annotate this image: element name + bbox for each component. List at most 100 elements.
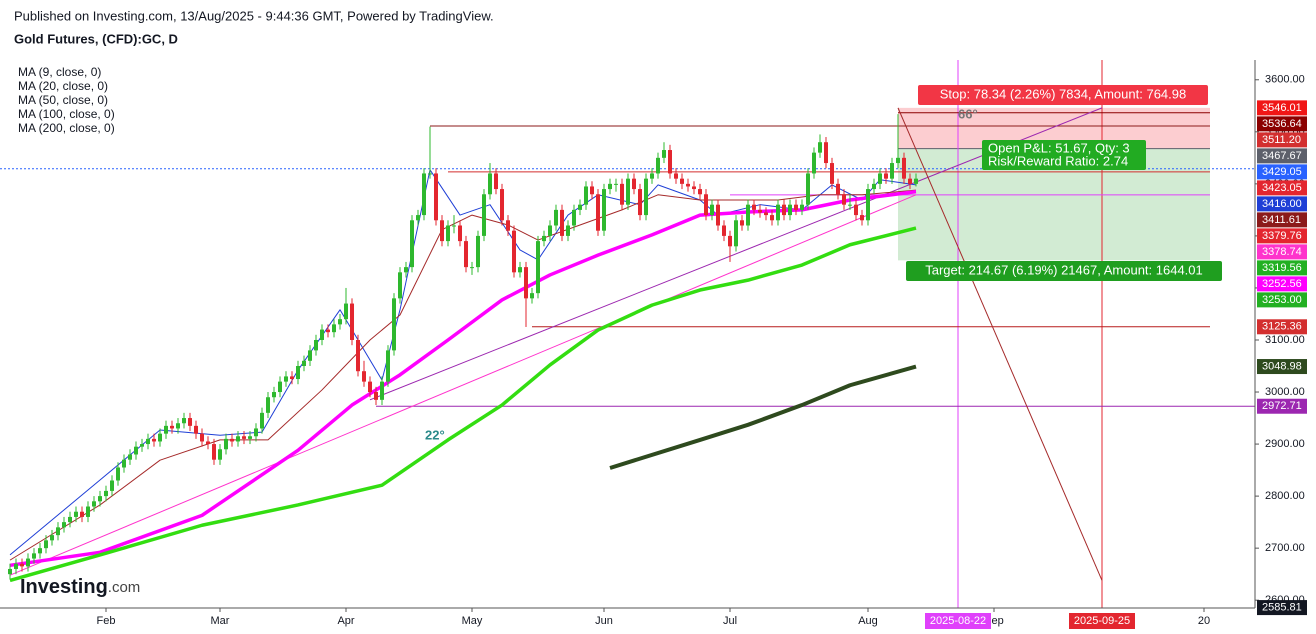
candle-body [326, 329, 331, 333]
candle-body [368, 381, 373, 393]
candle-body [338, 319, 343, 325]
price-tag: 3252.56 [1262, 278, 1302, 290]
candle-body [284, 376, 289, 382]
candle-body [626, 178, 631, 205]
x-tick-label: Jul [723, 615, 737, 627]
candle-body [518, 267, 523, 273]
candle-body [362, 371, 367, 382]
candle-body [176, 423, 181, 429]
logo-brand: Investing [20, 576, 108, 598]
candle-body [674, 173, 679, 179]
candle-body [800, 204, 805, 210]
candle-body [608, 183, 613, 190]
candle-body [302, 360, 307, 367]
candle-body [440, 220, 445, 242]
candle-body [752, 204, 757, 210]
candle-body [740, 220, 745, 226]
candle-body [788, 204, 793, 216]
price-tag-bg [1257, 244, 1307, 260]
position-label: Stop: 78.34 (2.26%) 7834, Amount: 764.98 [940, 86, 1186, 101]
logo-suffix: .com [108, 579, 141, 596]
x-tick-label: 20 [1198, 615, 1210, 627]
candle-body [842, 194, 847, 205]
candle-body [698, 189, 703, 195]
price-tag: 3379.76 [1262, 230, 1302, 242]
position-label: Target: 214.67 (6.19%) 21467, Amount: 16… [925, 262, 1203, 277]
candle-body [590, 186, 595, 195]
angle-label: 66° [958, 106, 978, 121]
candle-body [872, 183, 877, 190]
candle-body [908, 178, 913, 184]
x-tick-label: Feb [97, 615, 116, 627]
candle-body [98, 496, 103, 502]
price-tag: 3429.05 [1262, 166, 1302, 178]
price-tag: 3416.00 [1262, 198, 1302, 210]
candle-body [566, 225, 571, 236]
y-tick-label: 2800.00 [1265, 490, 1305, 502]
candle-body [482, 194, 487, 236]
candle-body [398, 272, 403, 299]
candle-body [116, 467, 121, 481]
candle-body [650, 173, 655, 179]
candle-body [902, 157, 907, 179]
candle-body [500, 189, 505, 221]
time-marker-label: 2025-08-22 [930, 615, 986, 627]
candle-body [290, 376, 295, 380]
candle-body [320, 329, 325, 340]
candle-body [716, 204, 721, 226]
price-tag: 2972.71 [1262, 400, 1302, 412]
x-tick-label: Mar [211, 615, 230, 627]
candle-body [614, 183, 619, 185]
candle-body [890, 163, 895, 179]
candle-body [536, 241, 541, 294]
candle-body [230, 438, 235, 442]
y-tick-label: 3600.00 [1265, 74, 1305, 86]
candle-body [380, 381, 385, 400]
candle-body [446, 225, 451, 242]
candle-body [452, 225, 457, 227]
price-tag: 3378.74 [1262, 246, 1302, 258]
angle-label: 22° [425, 427, 445, 442]
legend-entry: MA (100, close, 0) [18, 107, 115, 121]
candle-body [914, 178, 919, 184]
candle-body [776, 204, 781, 221]
price-tag: 3048.98 [1262, 360, 1302, 372]
candle-body [770, 215, 775, 221]
x-tick-label: Jun [595, 615, 613, 627]
candle-body [830, 163, 835, 184]
trend-line [897, 107, 1103, 581]
legend-entry: MA (9, close, 0) [18, 65, 101, 79]
price-tag-bg [1257, 276, 1307, 292]
candle-body [806, 173, 811, 205]
ma-line [609, 364, 917, 470]
candle-body [212, 444, 217, 460]
position-label-bg [918, 85, 1208, 105]
candle-body [128, 454, 133, 460]
candle-body [224, 438, 229, 450]
candle-body [410, 220, 415, 268]
candle-body [8, 568, 13, 575]
candle-body [464, 241, 469, 268]
candle-body [428, 173, 433, 175]
candle-body [86, 506, 91, 517]
candle-body [62, 522, 67, 528]
price-tag: 3125.36 [1262, 321, 1302, 333]
candle-body [314, 339, 319, 351]
legend-entry: MA (50, close, 0) [18, 93, 108, 107]
x-tick-label: Aug [858, 615, 878, 627]
price-tag-bg [1257, 398, 1307, 414]
price-tag-bg [1257, 164, 1307, 180]
price-tag-bg [1257, 100, 1307, 116]
plot-area: MA (9, close, 0)MA (20, close, 0)MA (50,… [0, 60, 1255, 608]
legend-entry: MA (200, close, 0) [18, 121, 115, 135]
candle-body [758, 209, 763, 213]
candle-body [122, 459, 127, 468]
y-tick-label: 2700.00 [1265, 542, 1305, 554]
candle-body [680, 178, 685, 184]
candle-body [512, 230, 517, 273]
candle-body [242, 436, 247, 439]
candle-body [494, 173, 499, 190]
candle-body [32, 553, 37, 559]
price-tag-bg [1257, 228, 1307, 244]
y-tick-label: 2900.00 [1265, 438, 1305, 450]
